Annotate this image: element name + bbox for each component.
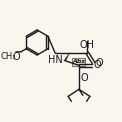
Polygon shape <box>65 53 70 60</box>
Text: O: O <box>95 58 103 68</box>
Text: O: O <box>93 60 101 70</box>
Text: CH₃: CH₃ <box>0 52 15 61</box>
FancyBboxPatch shape <box>72 58 85 66</box>
Text: OH: OH <box>80 40 95 50</box>
Text: Abs: Abs <box>72 60 85 65</box>
Text: O: O <box>81 73 88 83</box>
Text: HN: HN <box>48 56 63 66</box>
Text: O: O <box>13 52 20 62</box>
